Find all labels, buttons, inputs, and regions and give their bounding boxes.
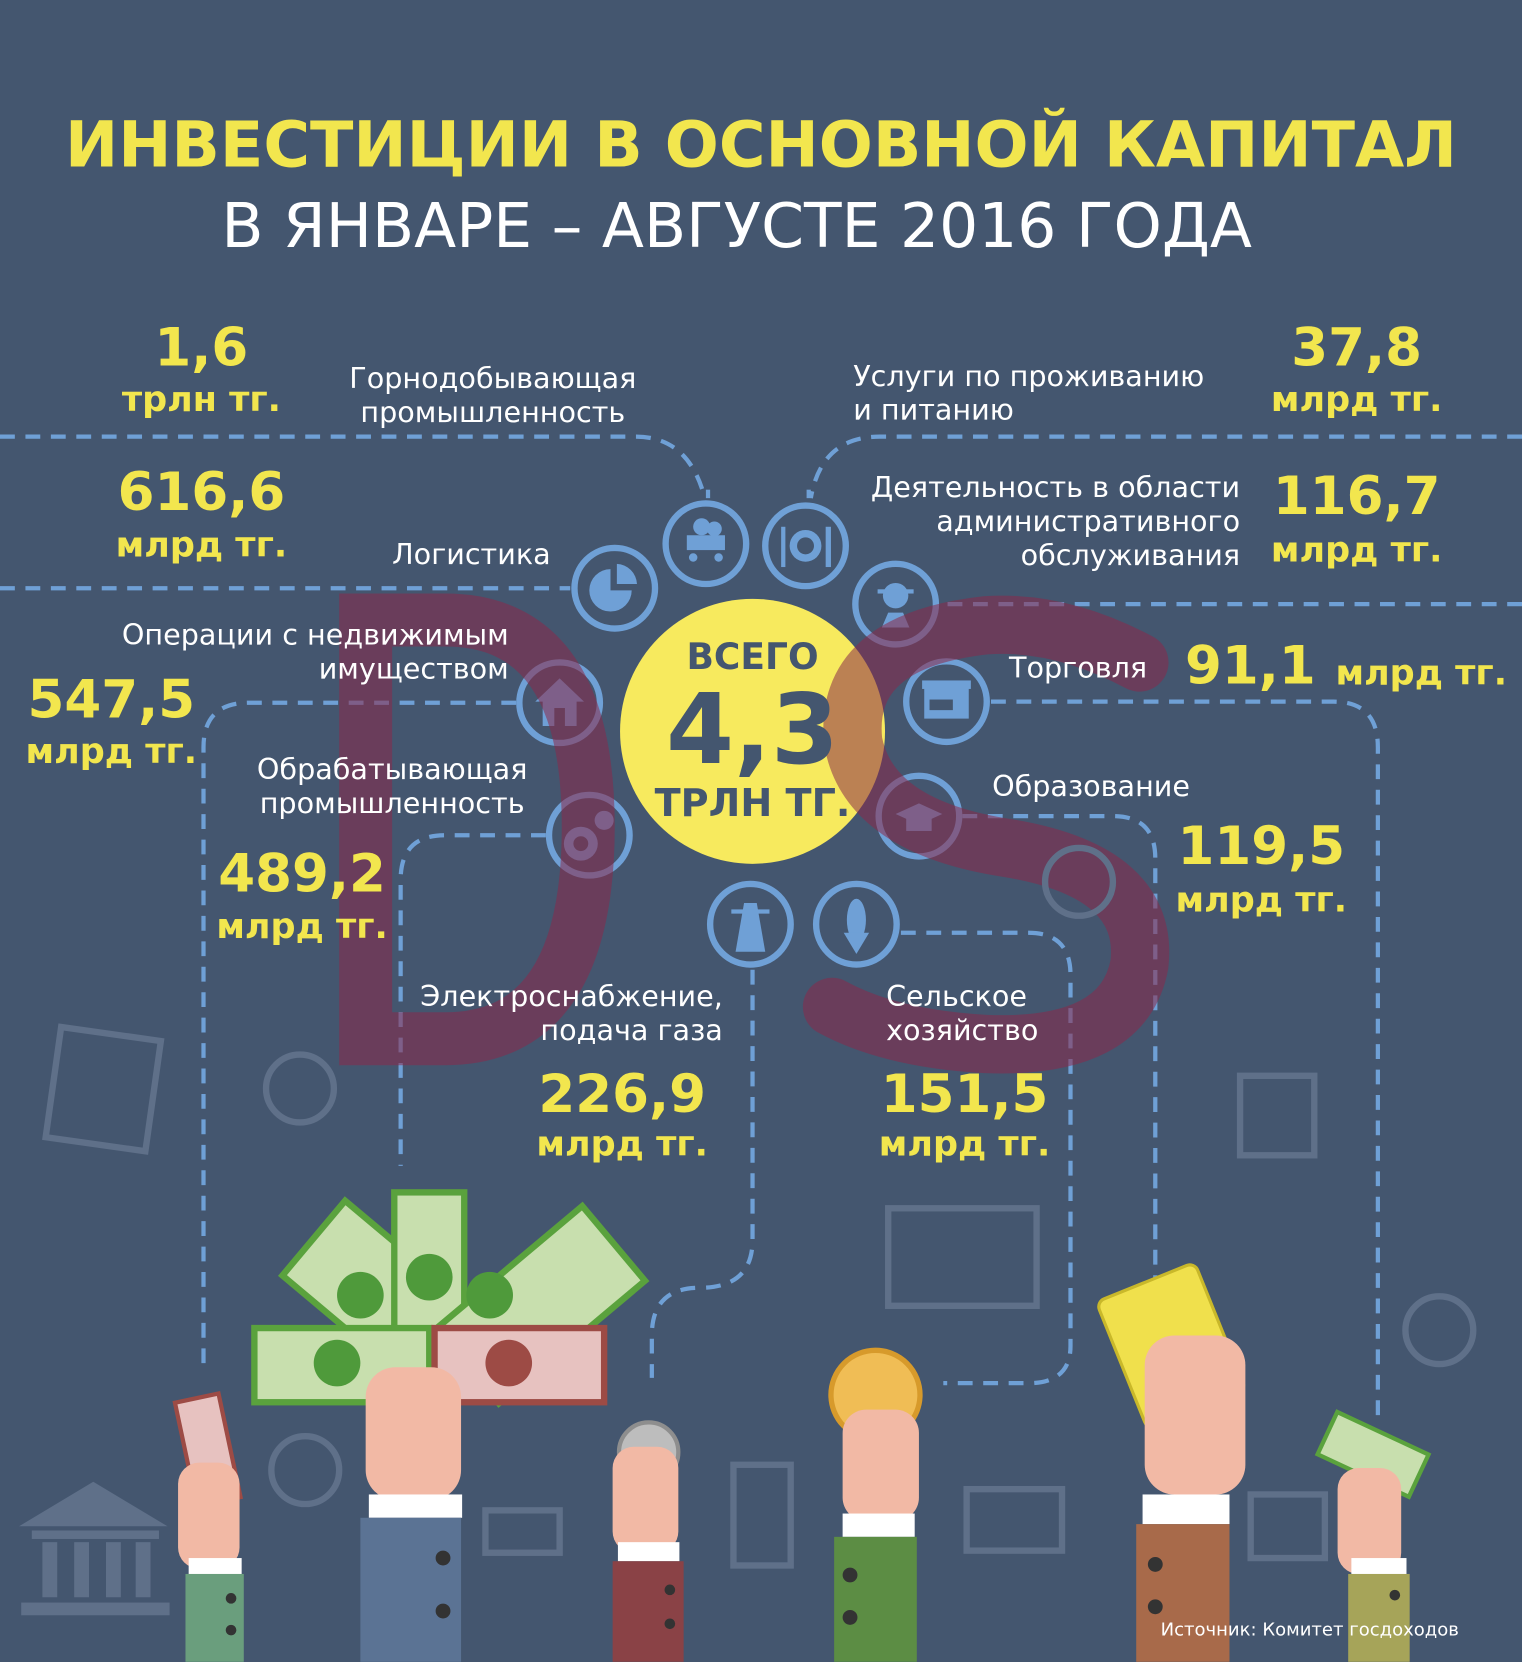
trade-value: 91,1 — [1184, 634, 1316, 697]
line-agri — [900, 930, 1073, 1386]
title-line1: ИНВЕСТИЦИИ В ОСНОВНОЙ КАПИТАЛ — [64, 108, 1458, 183]
realty-value: 547,5 — [27, 668, 196, 731]
money-fan — [251, 1189, 650, 1408]
education-label: Образование — [992, 770, 1190, 804]
line-power — [649, 969, 755, 1378]
line-hospitality — [808, 434, 1522, 499]
sleeve — [1136, 1524, 1230, 1662]
total-circle — [620, 598, 886, 864]
manufacturing-unit: млрд тг. — [216, 905, 388, 947]
manufacturing-label: Обрабатывающая промышленность — [256, 753, 528, 821]
line-education — [962, 814, 1158, 1378]
mining-label: Горнодобывающая промышленность — [349, 362, 637, 430]
newspaper-icon — [1236, 1072, 1318, 1159]
logistics-value: 616,6 — [117, 461, 286, 523]
phone-chart-icon — [730, 1461, 794, 1569]
admin-unit: млрд тг. — [1270, 528, 1443, 571]
envelope-icon — [963, 1485, 1066, 1554]
education-value: 119,5 — [1177, 815, 1346, 877]
dollar-coin-icon — [1041, 844, 1117, 919]
line-manufacturing — [398, 833, 546, 1166]
tenge-coin-icon — [262, 1051, 338, 1126]
sleeve — [360, 1517, 462, 1662]
mine-cart-icon — [662, 500, 750, 588]
sleeve — [1348, 1573, 1410, 1662]
education-unit: млрд тг. — [1175, 878, 1348, 920]
mining-unit: трлн тг. — [121, 378, 281, 420]
hospitality-unit: млрд тг. — [1270, 378, 1443, 420]
tenge-coin-icon — [1402, 1293, 1477, 1368]
trade-label: Торговля — [1009, 651, 1148, 685]
logistics-unit: млрд тг. — [115, 523, 288, 565]
sleeve — [834, 1536, 917, 1662]
title-line2: В ЯНВАРЕ – АВГУСТЕ 2016 ГОДА — [221, 189, 1252, 262]
line-trade — [991, 699, 1380, 1421]
mining-value: 1,6 — [154, 316, 249, 379]
realty-label: Операции с недвижимым имуществом — [121, 618, 509, 686]
admin-label: Деятельность в области административного о… — [870, 471, 1241, 573]
dollar-coin-icon — [268, 1432, 343, 1508]
hospitality-label: Услуги по проживанию и питанию — [853, 360, 1205, 428]
pie-chart-icon — [571, 544, 659, 632]
line-realty — [201, 700, 517, 1368]
total-value: 4,3 — [666, 673, 839, 787]
power-unit: млрд тг. — [536, 1122, 708, 1164]
source-note: Источник: Комитет госдоходов — [1160, 1619, 1459, 1641]
hospitality-value: 37,8 — [1291, 316, 1423, 379]
plate-cutlery-icon — [762, 502, 849, 590]
total-unit: ТРЛН ТГ. — [654, 782, 851, 826]
sleeve — [185, 1573, 244, 1662]
agri-label: Сельское хозяйство — [886, 980, 1039, 1048]
agri-unit: млрд тг. — [878, 1122, 1051, 1164]
power-value: 226,9 — [538, 1063, 706, 1125]
power-label: Электроснабжение, подача газа — [420, 980, 723, 1048]
card-icon — [482, 1507, 563, 1556]
trade-unit: млрд тг. — [1335, 651, 1507, 694]
wallet-icon — [1247, 1491, 1329, 1562]
manufacturing-value: 489,2 — [218, 842, 386, 905]
admin-value: 116,7 — [1272, 465, 1441, 527]
realty-unit: млрд тг. — [25, 730, 198, 772]
sleeve — [612, 1561, 684, 1662]
watermark-logo — [339, 593, 1170, 1074]
corn-icon — [812, 880, 900, 968]
line-mining — [0, 434, 707, 499]
agri-value: 151,5 — [880, 1063, 1049, 1125]
power-tower-icon — [706, 880, 794, 968]
tablet-chart-icon — [885, 1205, 1040, 1309]
logistics-label: Логистика — [392, 538, 551, 572]
total-label: ВСЕГО — [686, 635, 819, 679]
calendar-icon — [42, 1023, 165, 1155]
bank-icon — [19, 1481, 170, 1616]
